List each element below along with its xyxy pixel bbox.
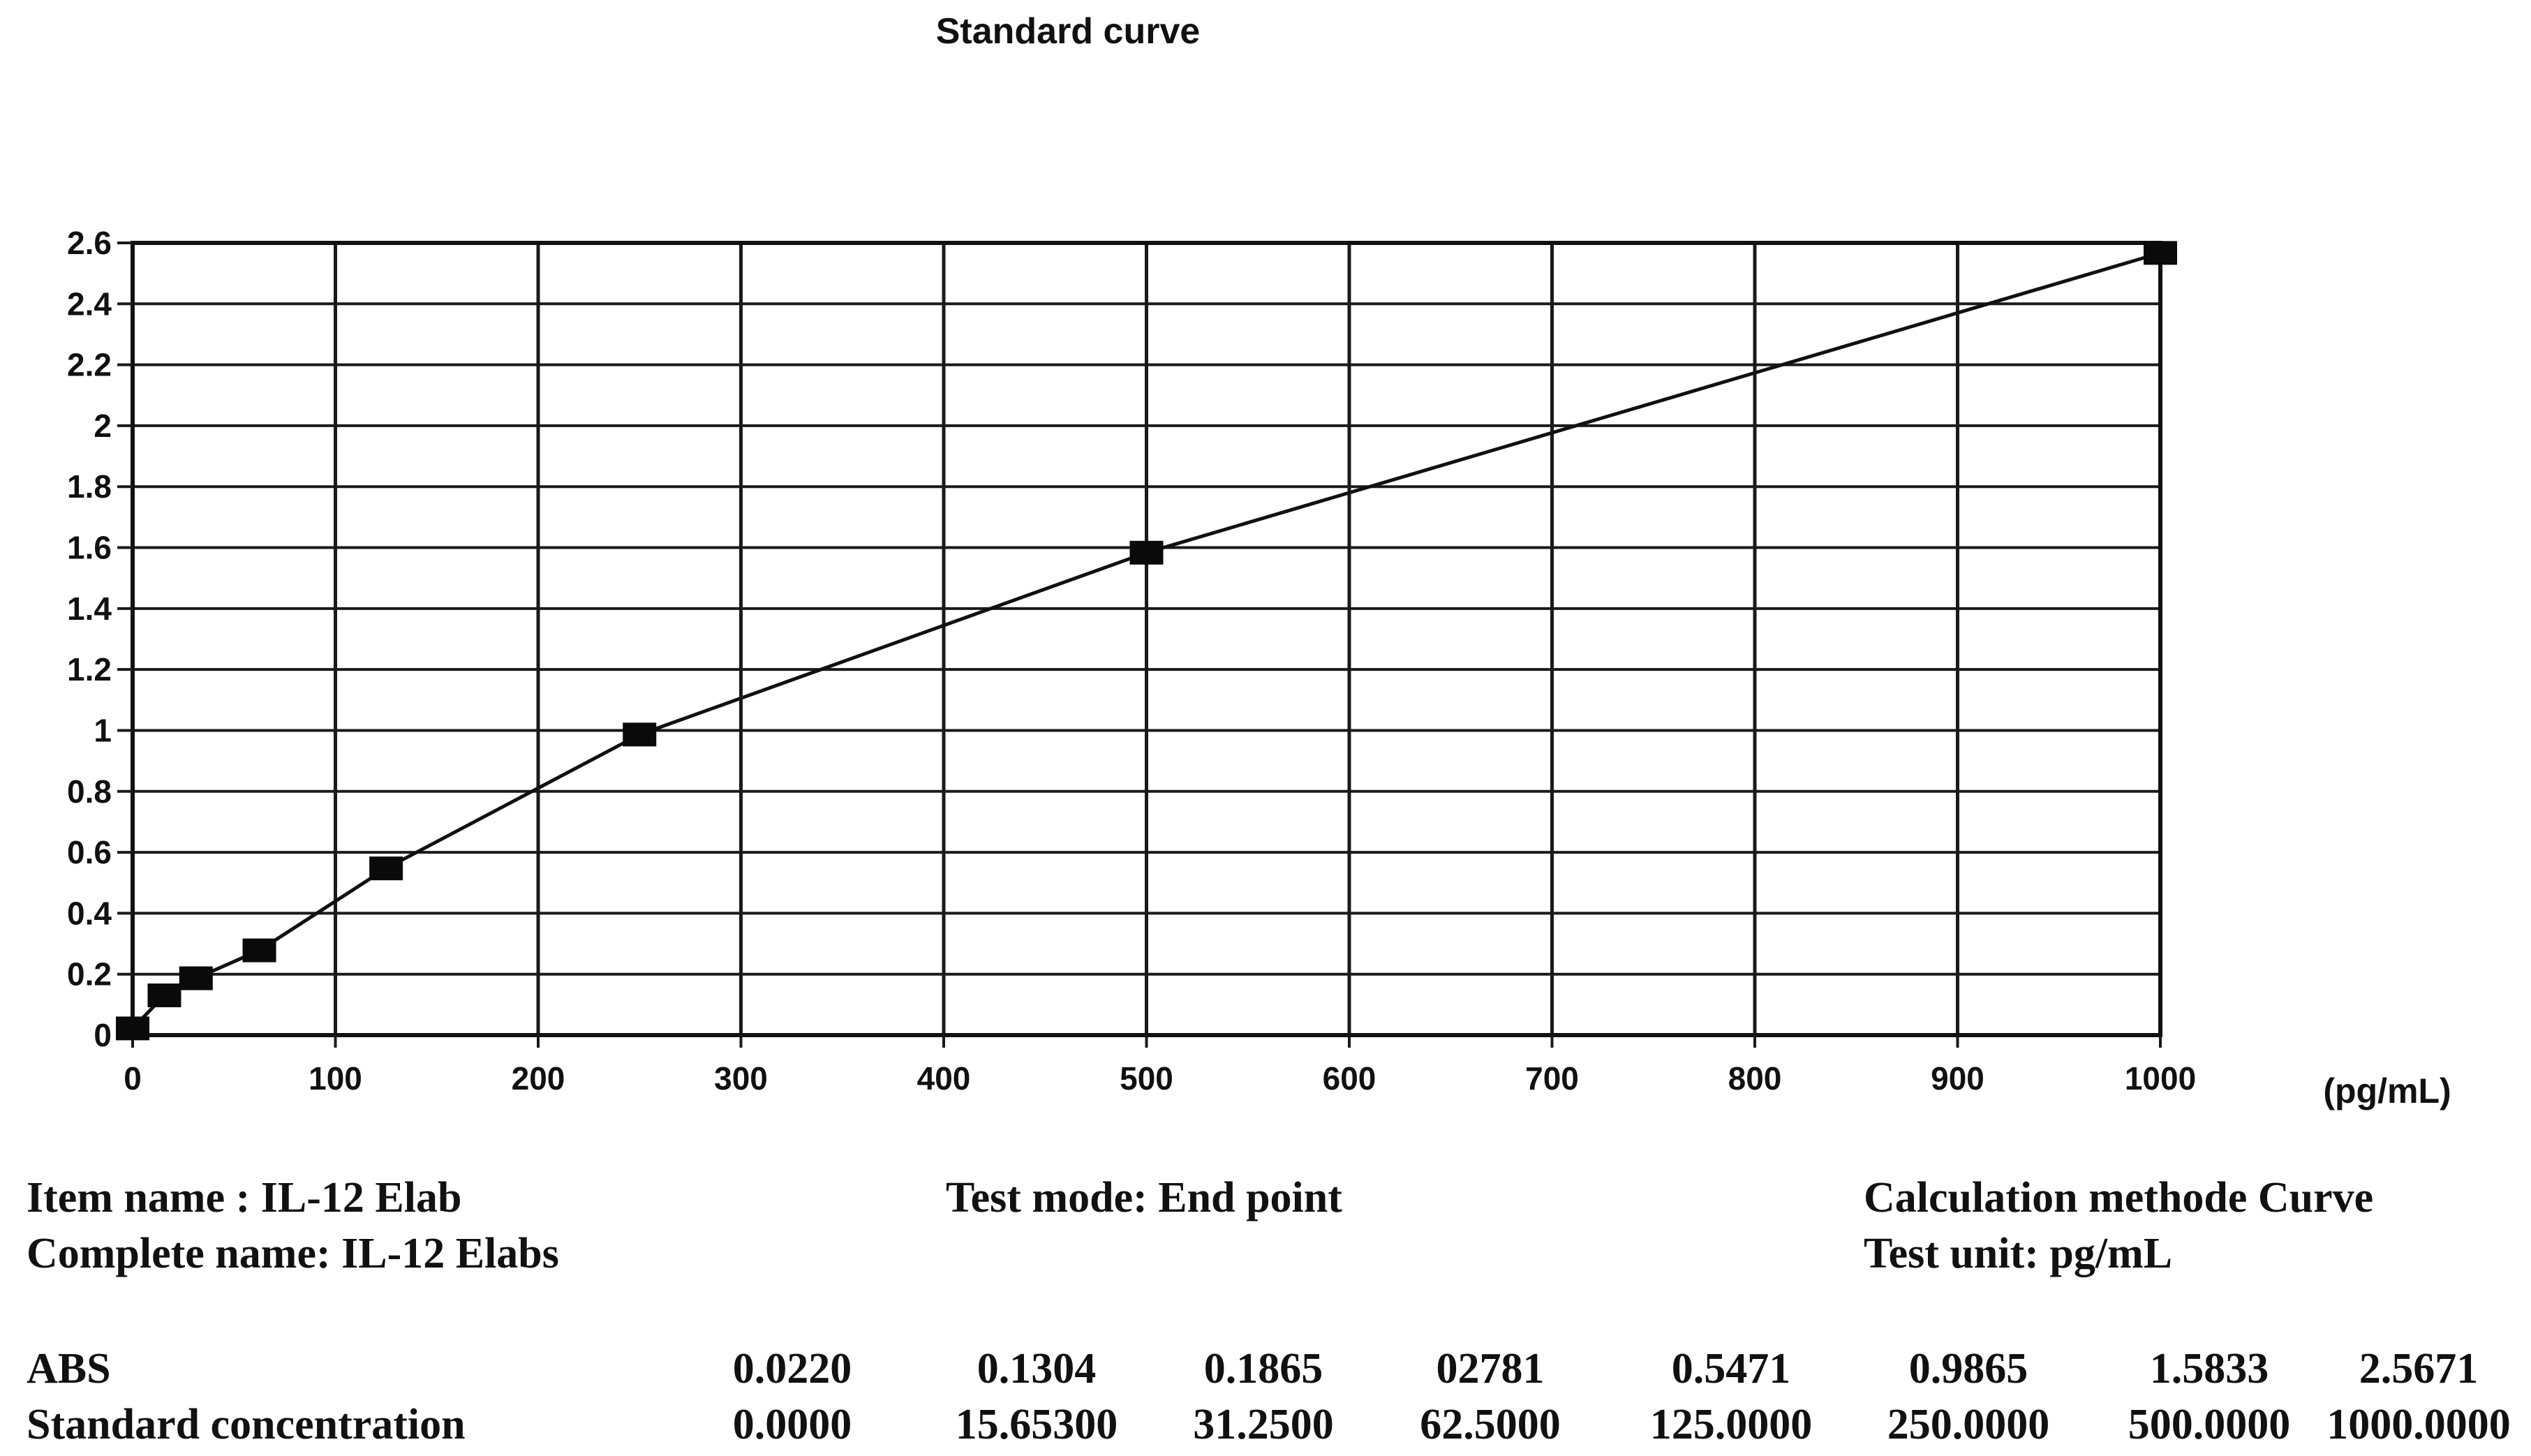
abs-value: 0.0220 — [732, 1345, 852, 1392]
axis-ticks: 0 0.2 0.4 0.6 0.8 1 1.2 1.4 1.6 1.8 2 2.2 2.4 2.6 0 100… — [67, 225, 2196, 1097]
complete-name: Complete name: IL-12 Elabs — [27, 1230, 559, 1277]
x-tick-label: 800 — [1728, 1060, 1782, 1097]
data-point-marker — [623, 722, 657, 747]
concentration-value: 31.2500 — [1193, 1401, 1334, 1448]
y-tick-label: 0.2 — [67, 956, 112, 993]
grid-lines — [131, 242, 2162, 1037]
series-layer — [116, 241, 2177, 1041]
data-point-marker — [2144, 241, 2177, 265]
data-point-marker — [242, 938, 276, 963]
item-name: Item name : IL-12 Elab — [27, 1174, 462, 1221]
y-tick-label: 2.4 — [67, 285, 112, 322]
abs-value: 0.5471 — [1671, 1345, 1791, 1392]
y-tick-label: 0.8 — [67, 773, 112, 810]
data-point-marker — [116, 1016, 149, 1041]
concentration-value: 62.5000 — [1420, 1401, 1561, 1448]
x-tick-label: 1000 — [2125, 1060, 2196, 1097]
chart-title: Standard curve — [936, 11, 1201, 52]
x-tick-label: 400 — [917, 1060, 971, 1097]
concentration-value: 15.65300 — [955, 1401, 1118, 1448]
y-tick-label: 2 — [94, 408, 112, 444]
standard-concentration-row-label: Standard concentration — [27, 1401, 466, 1448]
concentration-value: 1000.0000 — [2326, 1401, 2511, 1448]
y-tick-label: 1 — [94, 712, 112, 748]
abs-value: 0.1865 — [1203, 1345, 1323, 1392]
x-tick-label: 500 — [1120, 1060, 1173, 1097]
test-mode: Test mode: End point — [946, 1174, 1342, 1221]
concentration-value: 500.0000 — [2128, 1401, 2291, 1448]
abs-value: 0.1304 — [977, 1345, 1097, 1392]
y-tick-label: 0.6 — [67, 834, 112, 870]
calculation-method: Calculation methode Curve — [1864, 1174, 2374, 1221]
x-axis-unit-label: (pg/mL) — [2323, 1071, 2451, 1110]
x-tick-label: 300 — [714, 1060, 768, 1097]
x-tick-label: 700 — [1525, 1060, 1579, 1097]
abs-value: 2.5671 — [2359, 1345, 2479, 1392]
x-tick-label: 100 — [309, 1060, 362, 1097]
concentration-value: 250.0000 — [1887, 1401, 2050, 1448]
x-tick-label: 0 — [124, 1060, 142, 1097]
abs-value: 0.9865 — [1908, 1345, 2028, 1392]
y-tick-label: 1.4 — [67, 590, 112, 627]
y-tick-label: 1.6 — [67, 530, 112, 566]
data-point-marker — [147, 983, 181, 1008]
test-unit: Test unit: pg/mL — [1864, 1230, 2173, 1277]
data-point-marker — [1129, 540, 1164, 565]
y-tick-label: 1.2 — [67, 651, 112, 688]
y-tick-label: 2.2 — [67, 347, 112, 383]
y-tick-label: 0.4 — [67, 895, 112, 931]
abs-value: 1.5833 — [2149, 1345, 2269, 1392]
x-tick-label: 900 — [1931, 1060, 1984, 1097]
data-point-marker — [179, 966, 213, 990]
abs-row-label: ABS — [27, 1345, 111, 1392]
y-tick-label: 1.8 — [67, 468, 112, 505]
x-tick-label: 200 — [512, 1060, 565, 1097]
y-tick-label: 0 — [94, 1017, 112, 1053]
concentration-value: 125.0000 — [1649, 1401, 1813, 1448]
data-point-marker — [369, 856, 403, 881]
abs-value: 02781 — [1436, 1345, 1545, 1392]
x-tick-label: 600 — [1323, 1060, 1376, 1097]
y-tick-label: 2.6 — [67, 225, 112, 261]
concentration-value: 0.0000 — [732, 1401, 852, 1448]
